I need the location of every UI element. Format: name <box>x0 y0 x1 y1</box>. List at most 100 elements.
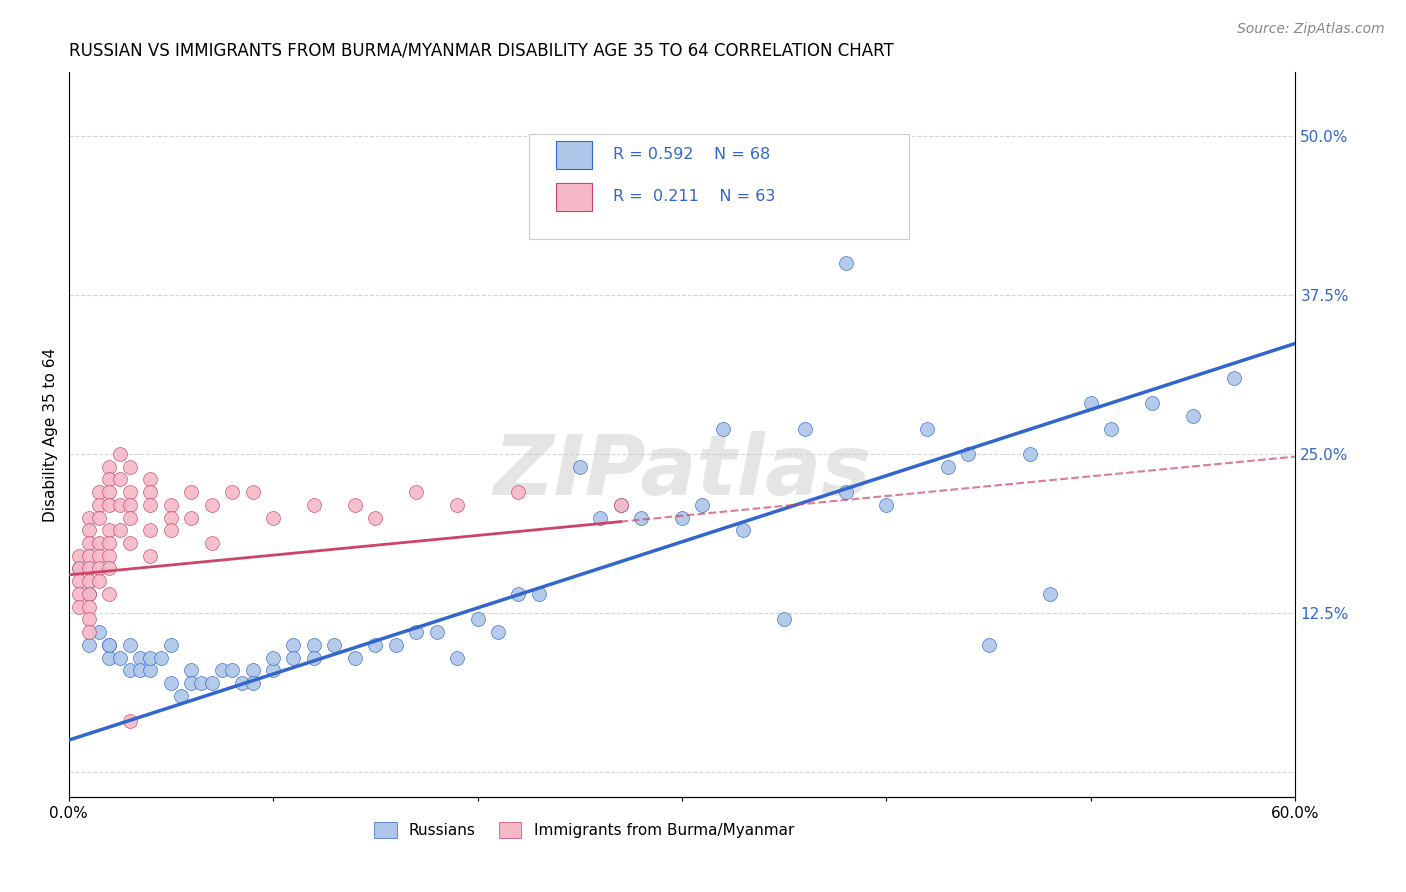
Point <box>692 498 714 512</box>
Point <box>118 459 141 474</box>
Point <box>364 510 387 524</box>
Point <box>242 663 264 677</box>
Point <box>262 510 284 524</box>
Point <box>67 587 90 601</box>
Point <box>159 510 181 524</box>
Point <box>98 638 121 652</box>
Text: Source: ZipAtlas.com: Source: ZipAtlas.com <box>1237 22 1385 37</box>
Point <box>834 485 856 500</box>
Point <box>630 510 652 524</box>
Point <box>242 485 264 500</box>
Point <box>67 549 90 563</box>
Point <box>283 650 305 665</box>
Point <box>118 510 141 524</box>
Point <box>1039 587 1062 601</box>
Point <box>118 485 141 500</box>
Point <box>201 676 224 690</box>
Point <box>467 612 489 626</box>
Point <box>211 663 233 677</box>
Point <box>139 549 162 563</box>
Point <box>262 663 284 677</box>
Text: ZIPatlas: ZIPatlas <box>494 431 870 512</box>
Text: R = 0.592    N = 68: R = 0.592 N = 68 <box>613 147 770 162</box>
Point <box>262 650 284 665</box>
Point <box>1080 396 1102 410</box>
Point <box>201 536 224 550</box>
Point <box>77 536 100 550</box>
Point <box>231 676 253 690</box>
Point <box>98 536 121 550</box>
Point <box>77 524 100 538</box>
Point <box>221 663 243 677</box>
Point <box>108 447 131 461</box>
Point <box>77 561 100 575</box>
Point <box>343 650 366 665</box>
Point <box>149 650 172 665</box>
Point <box>89 561 111 575</box>
Point <box>1018 447 1040 461</box>
Point <box>1182 409 1205 423</box>
Point <box>527 587 550 601</box>
Point <box>302 638 325 652</box>
Point <box>108 498 131 512</box>
Point <box>98 485 121 500</box>
Point <box>180 510 202 524</box>
Point <box>118 663 141 677</box>
FancyBboxPatch shape <box>555 183 592 211</box>
Point <box>302 650 325 665</box>
Point <box>67 574 90 589</box>
FancyBboxPatch shape <box>529 134 908 239</box>
Point <box>405 625 427 640</box>
Point <box>129 650 152 665</box>
Point <box>98 587 121 601</box>
Point <box>77 625 100 640</box>
Point <box>834 256 856 270</box>
Point <box>159 498 181 512</box>
Point <box>323 638 346 652</box>
Point <box>1099 421 1122 435</box>
Point <box>139 485 162 500</box>
Point <box>486 625 509 640</box>
Point <box>77 574 100 589</box>
Point <box>159 676 181 690</box>
Point <box>568 459 591 474</box>
Point <box>77 587 100 601</box>
Point <box>221 485 243 500</box>
Point <box>98 650 121 665</box>
Point <box>139 650 162 665</box>
Legend: Russians, Immigrants from Burma/Myanmar: Russians, Immigrants from Burma/Myanmar <box>367 816 800 844</box>
Point <box>1142 396 1164 410</box>
Point <box>98 549 121 563</box>
Y-axis label: Disability Age 35 to 64: Disability Age 35 to 64 <box>44 348 58 522</box>
Point <box>89 485 111 500</box>
Point <box>201 498 224 512</box>
Point <box>671 510 693 524</box>
Point <box>98 638 121 652</box>
Text: R =  0.211    N = 63: R = 0.211 N = 63 <box>613 189 776 204</box>
Point <box>67 561 90 575</box>
Point <box>364 638 387 652</box>
Point <box>108 650 131 665</box>
Point <box>98 473 121 487</box>
Point <box>343 498 366 512</box>
Point <box>977 638 1000 652</box>
Point <box>405 485 427 500</box>
Point <box>98 498 121 512</box>
Point <box>139 498 162 512</box>
Point <box>89 536 111 550</box>
Point <box>302 498 325 512</box>
Point <box>77 549 100 563</box>
Point <box>508 485 530 500</box>
Point <box>159 524 181 538</box>
Point <box>384 638 406 652</box>
Point <box>89 498 111 512</box>
Point <box>793 421 815 435</box>
Point <box>67 599 90 614</box>
Point <box>89 625 111 640</box>
Point <box>108 524 131 538</box>
Point <box>89 510 111 524</box>
Point <box>180 485 202 500</box>
Point <box>957 447 980 461</box>
Point <box>77 638 100 652</box>
Point <box>180 676 202 690</box>
